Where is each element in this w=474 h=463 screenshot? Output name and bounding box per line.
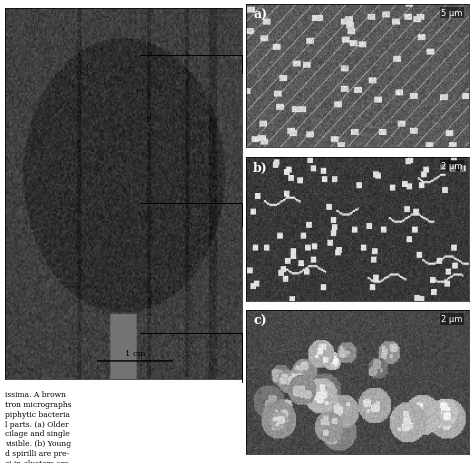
Text: 2 μm: 2 μm [441,314,463,324]
Text: b): b) [253,162,268,175]
Text: c): c) [253,314,267,327]
Text: 2 μm: 2 μm [441,162,463,171]
Text: a): a) [253,9,267,22]
Text: 5 μm: 5 μm [441,9,463,18]
Text: issima. A brown
tron micrographs
piphytic bacteria
l parts. (a) Older
cilage and: issima. A brown tron micrographs piphyti… [5,390,72,463]
Text: 1 cm: 1 cm [125,350,146,357]
